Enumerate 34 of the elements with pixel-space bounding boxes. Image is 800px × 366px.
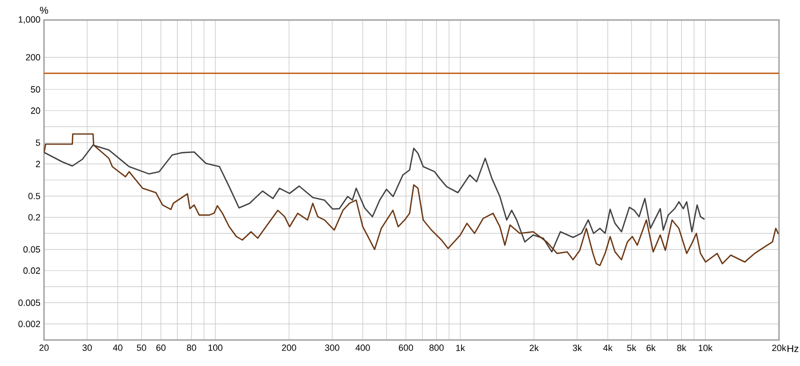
y-tick-label: 0.2 xyxy=(28,214,40,220)
x-tick-label: 200 xyxy=(282,344,296,351)
y-tick-label: 2 xyxy=(36,160,40,168)
x-tick-label: 8k xyxy=(677,344,686,352)
x-tick-label: 300 xyxy=(325,344,340,351)
y-axis-title: % xyxy=(40,6,48,14)
y-tick-label: 1,000 xyxy=(18,16,40,24)
x-tick-label: 2k xyxy=(530,344,539,352)
x-tick-label: 40 xyxy=(112,344,122,351)
y-tick-label: 0.5 xyxy=(28,192,40,200)
x-tick-label: 3k xyxy=(572,344,582,352)
x-axis-title: Hz xyxy=(788,345,798,352)
x-tick-label: 1k xyxy=(456,344,466,352)
x-tick-label: 30 xyxy=(82,344,92,351)
y-tick-label: 0.05 xyxy=(23,246,40,253)
x-tick-label: 6k xyxy=(646,344,656,352)
x-tick-label: 400 xyxy=(356,344,370,351)
x-tick-label: 20k xyxy=(772,344,786,352)
x-tick-label: 50 xyxy=(136,344,146,351)
y-tick-label: 50 xyxy=(30,86,40,93)
y-tick-label: 0.005 xyxy=(18,300,40,306)
x-tick-label: 4k xyxy=(603,344,613,352)
y-tick-label: 0.02 xyxy=(23,267,40,274)
y-tick-label: 200 xyxy=(26,54,40,60)
x-tick-label: 100 xyxy=(208,344,222,351)
y-tick-label: 20 xyxy=(30,107,40,114)
x-tick-label: 5k xyxy=(627,344,636,352)
y-tick-label: 0.002 xyxy=(18,320,40,328)
x-tick-label: 60 xyxy=(156,344,166,351)
x-tick-label: 600 xyxy=(398,344,414,351)
x-tick-label: 80 xyxy=(186,344,196,351)
x-tick-label: 10k xyxy=(698,344,713,352)
x-tick-label: 800 xyxy=(429,344,444,351)
y-tick-label: 5 xyxy=(36,140,40,146)
